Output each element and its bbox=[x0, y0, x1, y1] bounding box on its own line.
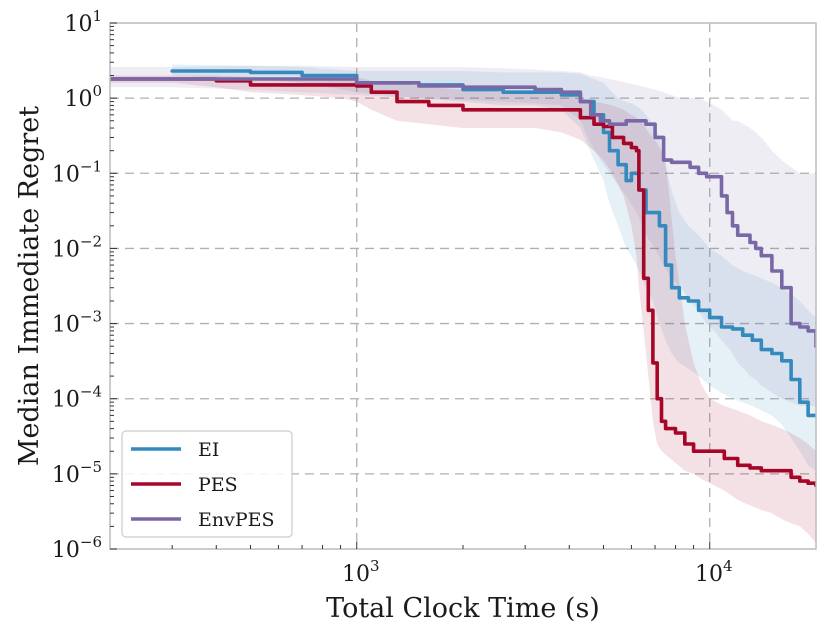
legend-label-pes: PES bbox=[198, 474, 238, 496]
legend: EI PES EnvPES bbox=[121, 430, 293, 538]
plot-area bbox=[110, 64, 816, 544]
y-tick-label: 10−4 bbox=[52, 383, 102, 413]
y-tick-label: 10−2 bbox=[52, 232, 102, 262]
y-tick-label: 10−1 bbox=[52, 157, 102, 187]
y-axis-title: Median Immediate Regret bbox=[14, 106, 45, 466]
y-tick-label: 10−5 bbox=[52, 458, 102, 488]
y-tick-label: 100 bbox=[64, 82, 102, 112]
y-tick-label: 10−6 bbox=[52, 533, 102, 563]
x-tick-label: 103 bbox=[342, 557, 380, 587]
series-line-ei bbox=[170, 69, 816, 418]
legend-box bbox=[121, 430, 293, 538]
y-tick-label: 10−3 bbox=[52, 308, 102, 338]
series-line-envpes bbox=[110, 77, 816, 348]
ticks bbox=[110, 22, 711, 550]
band-pes bbox=[110, 75, 816, 544]
legend-label-ei: EI bbox=[198, 439, 219, 461]
y-tick-label: 101 bbox=[64, 7, 102, 37]
legend-label-envpes: EnvPES bbox=[198, 509, 275, 531]
series-line-pes bbox=[110, 77, 816, 488]
x-axis-title: Total Clock Time (s) bbox=[326, 593, 600, 624]
x-tick-label: 104 bbox=[695, 557, 733, 587]
band-ei bbox=[172, 64, 816, 471]
